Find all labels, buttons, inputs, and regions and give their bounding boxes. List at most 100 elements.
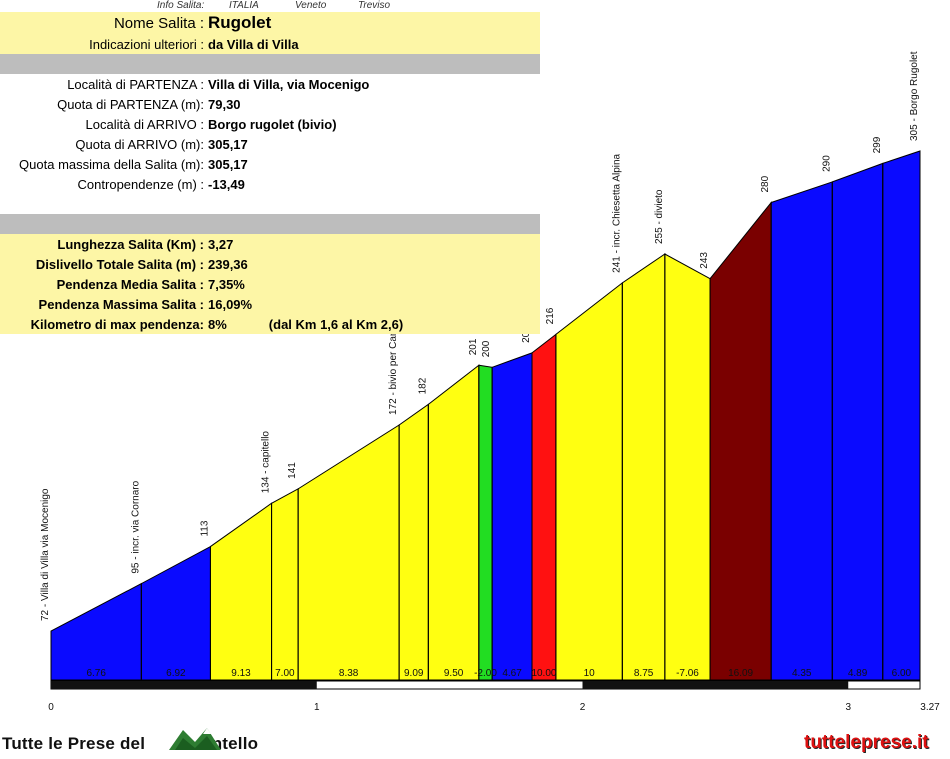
separator: [0, 54, 540, 74]
stats-value: 8%: [208, 316, 227, 332]
point-label: 201: [468, 338, 479, 355]
segment-grade-label: 6.00: [892, 668, 912, 679]
profile-segment: [50, 582, 142, 681]
stats-extra: (dal Km 1,6 al Km 2,6): [268, 316, 404, 332]
spacer: [0, 194, 540, 214]
segment-grade-label: 4.89: [848, 668, 868, 679]
point-label: 200: [481, 340, 492, 357]
mountain-m-logo: [169, 728, 221, 750]
point-label: 172 - bivio per Cansiglio: [388, 307, 399, 415]
profile-segment: [664, 253, 711, 681]
stats-key: Kilometro di max pendenza:: [0, 314, 206, 334]
info-key: Quota massima della Salita (m):: [19, 156, 204, 172]
info-value: Borgo rugolet (bivio): [208, 116, 337, 132]
point-label: 134 - capitello: [261, 431, 272, 494]
footer-brand-text: Tutte le Prese del: [2, 734, 146, 753]
segment-grade-label: 6.92: [166, 668, 186, 679]
info-key: Quota di ARRIVO (m):: [75, 136, 204, 152]
segment-grade-label: 9.13: [231, 668, 251, 679]
info-row-start-altitude: Quota di PARTENZA (m): 79,30: [0, 94, 540, 114]
x-tick-label: 2: [580, 702, 586, 713]
profile-segment: [709, 201, 772, 681]
info-row-arrival-altitude: Quota di ARRIVO (m): 305,17: [0, 134, 540, 154]
stats-row-length: Lunghezza Salita (Km) : 3,27: [0, 234, 540, 254]
profile-segment: [271, 488, 299, 681]
segment-grade-label: 8.75: [634, 668, 654, 679]
segment-grade-label: -7.06: [676, 668, 699, 679]
profile-segment: [140, 545, 211, 681]
segment-grade-label: 10.00: [531, 668, 556, 679]
stats-row-elevation-gain: Dislivello Totale Salita (m) : 239,36: [0, 254, 540, 274]
info-value: 79,30: [208, 96, 241, 112]
point-label: 241 - incr. Chiesetta Alpina: [611, 153, 622, 272]
point-label: 113: [199, 520, 210, 536]
x-tick-label: 1: [314, 702, 320, 713]
segment-grade-label: 9.50: [444, 668, 464, 679]
profile-segment: [491, 352, 533, 681]
stats-row-avg-grade: Pendenza Media Salita : 7,35%: [0, 274, 540, 294]
info-value: -13,49: [208, 176, 245, 192]
point-label: 141: [287, 462, 298, 479]
profile-segment: [427, 364, 480, 681]
segment-grade-label: 10: [584, 668, 596, 679]
point-label: 305 - Borgo Rugolet: [909, 51, 920, 141]
profile-segment: [621, 253, 666, 681]
info-key: Località di PARTENZA :: [67, 76, 204, 92]
scale-band: [582, 681, 849, 689]
point-label: 216: [545, 307, 556, 324]
stats-value: 7,35%: [206, 274, 540, 294]
info-value: Rugolet: [206, 12, 540, 34]
info-value: 305,17: [208, 156, 248, 172]
x-tick-label: 3.27: [920, 702, 940, 713]
segment-grade-label: 4.35: [792, 668, 812, 679]
point-label: 182: [417, 377, 428, 394]
segment-grade-label: 8.38: [339, 668, 359, 679]
info-region: Veneto: [295, 0, 327, 11]
website-url: tutteleprese.it: [804, 732, 929, 753]
climb-info-table: Nome Salita : Rugolet Indicazioni ulteri…: [0, 12, 540, 334]
profile-segment: [297, 424, 400, 681]
stats-key: Dislivello Totale Salita (m) :: [0, 254, 206, 274]
stats-value: 239,36: [206, 254, 540, 274]
info-key: Nome Salita :: [0, 12, 206, 34]
stats-key: Lunghezza Salita (Km) :: [0, 234, 206, 254]
x-tick-label: 0: [48, 702, 54, 713]
info-value: 305,17: [208, 136, 248, 152]
segment-grade-label: -2.00: [474, 668, 497, 679]
point-label: 255 - divieto: [654, 189, 665, 244]
point-label: 290: [821, 155, 832, 172]
stats-row-max-grade: Pendenza Massima Salita : 16,09%: [0, 294, 540, 314]
info-row-arrival: Località di ARRIVO : Borgo rugolet (bivi…: [0, 114, 540, 134]
profile-segment: [398, 403, 429, 681]
stats-row-max-km: Kilometro di max pendenza: 8% (dal Km 1,6…: [0, 314, 540, 334]
segment-grade-label: 7.00: [275, 668, 295, 679]
segment-grade-label: 16.09: [728, 668, 753, 679]
profile-segment: [555, 281, 623, 681]
profile-segment: [831, 162, 884, 681]
profile-segment: [478, 364, 493, 681]
point-label: 95 - incr. via Cornaro: [130, 480, 141, 573]
point-label: 243: [699, 252, 710, 269]
profile-segment: [531, 333, 557, 681]
segment-grade-label: 4.67: [502, 668, 522, 679]
stats-key: Pendenza Massima Salita :: [0, 294, 206, 314]
point-label: 280: [760, 175, 771, 192]
stats-value: 16,09%: [206, 294, 540, 314]
point-label: 299: [872, 136, 883, 153]
info-key: Contropendenze (m) :: [77, 176, 204, 192]
info-country: ITALIA: [229, 0, 259, 11]
info-key: Località di ARRIVO :: [85, 116, 205, 132]
point-label: 72 - Villa di Villa via Mocenigo: [40, 488, 51, 621]
stats-value: 3,27: [206, 234, 540, 254]
stats-key: Pendenza Media Salita :: [0, 274, 206, 294]
segment-grade-label: 6.76: [86, 668, 106, 679]
segment-grade-label: 9.09: [404, 668, 424, 679]
profile-segment: [882, 150, 921, 681]
separator: [0, 214, 540, 234]
point-label: 207: [521, 326, 532, 343]
profile-segment: [770, 181, 833, 681]
info-province: Treviso: [358, 0, 391, 11]
info-row-start: Località di PARTENZA : Villa di Villa, v…: [0, 74, 540, 94]
info-value: da Villa di Villa: [206, 34, 540, 54]
